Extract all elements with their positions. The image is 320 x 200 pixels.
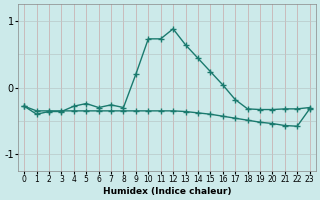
X-axis label: Humidex (Indice chaleur): Humidex (Indice chaleur) <box>103 187 231 196</box>
